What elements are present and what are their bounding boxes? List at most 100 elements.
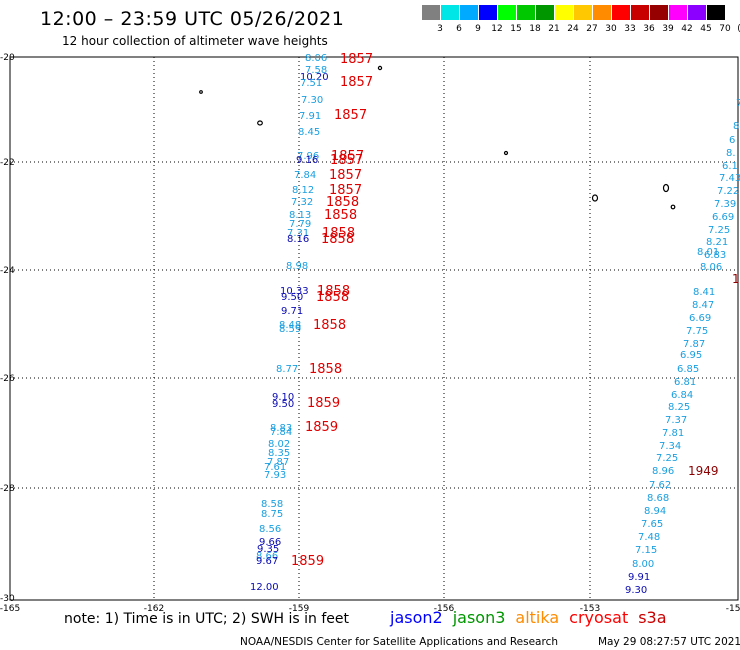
map-frame [9, 56, 739, 601]
legend-swatch [669, 5, 688, 20]
island [591, 194, 599, 202]
legend-label: 33 [624, 24, 636, 34]
lat-tick-label: -22 [0, 158, 15, 168]
swh-value: 7.15 [635, 545, 657, 556]
legend-swatch [707, 5, 726, 20]
swh-value: 8.16 [287, 234, 309, 245]
swh-value: 8.02 [268, 439, 290, 450]
swh-value: 8 [733, 121, 739, 132]
swh-value: 7.22 [717, 186, 739, 197]
pass-time: 1 [732, 272, 740, 286]
swh-value: 8.59 [279, 324, 301, 335]
lon-tick-label: -162 [144, 604, 164, 614]
map-gridlines [10, 57, 738, 600]
swh-value: 9.50 [272, 399, 294, 410]
swh-value: 9.35 [257, 544, 279, 555]
swh-value: 8. [726, 148, 736, 159]
legend-swatch [536, 5, 555, 20]
swh-value: 8.35 [268, 448, 290, 459]
pass-time: 1859 [307, 396, 340, 411]
swh-value: 9.71 [281, 306, 303, 317]
swh-value: 8.13 [289, 210, 311, 221]
map-title: 12:00 – 23:59 UTC 05/26/2021 [40, 8, 345, 30]
swh-value: 7.30 [301, 95, 323, 106]
swh-value: 6.81 [674, 377, 696, 388]
pass-time: 1857 [340, 52, 373, 67]
legend-swatch [612, 5, 631, 20]
swh-value: 7.43 [719, 173, 740, 184]
swh-value: 6.84 [671, 390, 693, 401]
lat-tick-label: -24 [0, 266, 15, 276]
swh-value: 7.96 [297, 151, 319, 162]
legend-label: 21 [548, 24, 560, 34]
legend-swatch [688, 5, 707, 20]
legend-label: 18 [529, 24, 541, 34]
swh-value: 7.48 [638, 532, 660, 543]
legend-label: 30 [605, 24, 617, 34]
satellite-s3a: s3a [638, 608, 667, 627]
swh-value: 7.81 [662, 428, 684, 439]
swh-value: 8.94 [644, 506, 666, 517]
units-note: note: 1) Time is in UTC; 2) SWH is in fe… [64, 611, 350, 627]
swh-value: 9.30 [625, 585, 647, 596]
swh-value: 8.25 [668, 402, 690, 413]
legend-swatch [574, 5, 593, 20]
swh-value: 6.85 [677, 364, 699, 375]
legend-swatch [441, 5, 460, 20]
swh-value: 7 [736, 98, 740, 109]
pass-time: 1857 [329, 183, 362, 198]
credit-timestamp: May 29 08:27:57 UTC 2021 [598, 636, 740, 648]
lon-tick-label: -165 [0, 604, 20, 614]
island [257, 120, 263, 126]
swh-value: 8.96 [652, 466, 674, 477]
pass-time: 1858 [322, 226, 355, 241]
legend-swatch [517, 5, 536, 20]
swh-value: 7.58 [305, 65, 327, 76]
pass-time: 1949 [688, 464, 719, 478]
pass-time: 1857 [329, 168, 362, 183]
credit-source: NOAA/NESDIS Center for Satellite Applica… [240, 636, 558, 648]
legend-swatch [650, 5, 669, 20]
swh-value: 6.95 [680, 350, 702, 361]
island-outlines [199, 65, 676, 210]
lat-tick-label: -26 [0, 374, 15, 384]
swh-value: 8.41 [693, 287, 715, 298]
legend-label: 42 [681, 24, 693, 34]
legend-label: 24 [567, 24, 579, 34]
satellite-jason3: jason3 [452, 608, 506, 627]
swh-value: 8.83 [270, 423, 292, 434]
legend-label: 15 [510, 24, 522, 34]
swh-value: 7.51 [300, 78, 322, 89]
swh-value: 6.1 [722, 161, 738, 172]
swh-value: 7.84 [294, 170, 316, 181]
credit-line: NOAA/NESDIS Center for Satellite Applica… [240, 636, 740, 648]
lat-tick-label: -30 [0, 594, 15, 604]
swh-value: 6.83 [704, 250, 726, 261]
pass-time: 1858 [317, 284, 350, 299]
satellite-jason2: jason2 [390, 608, 443, 627]
legend-label: 36 [643, 24, 655, 34]
lon-tick-label: -156 [434, 604, 455, 614]
swh-value: 8.47 [692, 300, 714, 311]
pass-time: 1858 [313, 318, 346, 333]
swh-value: 7.65 [641, 519, 663, 530]
lon-tick-label: -159 [289, 604, 310, 614]
lon-tick-label: -153 [580, 604, 600, 614]
axis-tick-labels: -20 -22 -24 -26 -28 -30-165 -162 -159 -156 -153 -1… [0, 53, 740, 614]
pass-time: 1859 [305, 420, 338, 435]
swh-value: 8.58 [261, 499, 283, 510]
pass-time: 1859 [291, 554, 324, 569]
swh-value: 9.91 [628, 572, 650, 583]
island [503, 150, 509, 156]
pass-time: 1858 [309, 362, 342, 377]
pass-time: 1857 [340, 75, 373, 90]
pass-time: 1857 [331, 149, 364, 164]
swh-value: 8.68 [647, 493, 669, 504]
legend-swatch [498, 5, 517, 20]
swh-value: 8.21 [706, 237, 728, 248]
swh-value: 7.32 [291, 197, 313, 208]
island [670, 204, 676, 210]
pass-time: 1857 [334, 108, 367, 123]
lat-tick-label: -20 [0, 53, 15, 63]
legend-swatch [479, 5, 498, 20]
